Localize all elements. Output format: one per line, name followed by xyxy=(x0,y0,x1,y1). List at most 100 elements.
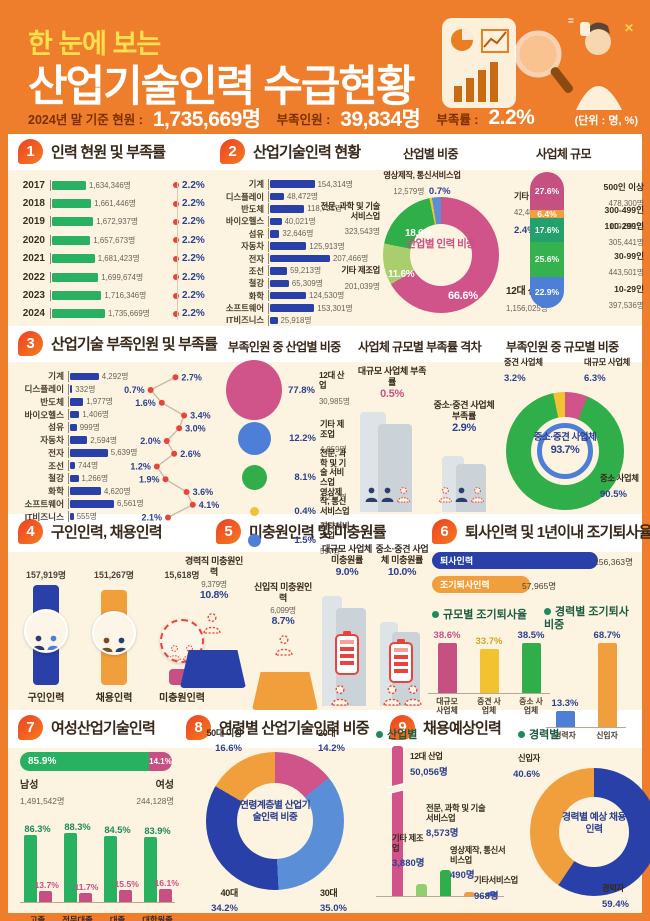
size-segment: 22.9% xyxy=(530,276,564,308)
female-pct: 13.7% xyxy=(34,880,59,891)
female-value: 244,128명 xyxy=(136,796,174,806)
edu-label: 대졸 xyxy=(109,915,126,921)
group-bar-col: 38.6% xyxy=(434,630,460,693)
bar-zone xyxy=(92,581,136,685)
segment-name: 10-29인 xyxy=(614,283,644,294)
female-share-bar: 14.1% xyxy=(149,752,172,771)
male-share-bar: 85.9% xyxy=(20,752,157,771)
size-segment: 27.6% xyxy=(530,172,564,210)
headcount-bar xyxy=(52,291,102,301)
section-title: 구인인력, 채용인력 xyxy=(51,524,163,541)
subchart-title: 부족인원 중 규모별 비중 xyxy=(506,340,619,354)
person-icon xyxy=(100,637,113,652)
donut-hole xyxy=(559,797,629,867)
person-icon xyxy=(381,487,394,502)
podium-name: 경력직 미충원인력 xyxy=(184,556,244,577)
bar-pct: 38.6% xyxy=(433,630,461,641)
podium-pct: 10.8% xyxy=(199,589,229,602)
rate-dot xyxy=(172,374,179,381)
bar-track: 25,918명 xyxy=(268,314,372,326)
rate-label: 1.9% xyxy=(139,474,160,484)
value-label: 2,594명 xyxy=(90,435,118,445)
female-wrap: 11.7% xyxy=(75,882,98,902)
age-share-chart: 50대 이상 16.6% 20대 14.2% 연령계층별 산업기술인력 비중 4… xyxy=(180,726,372,915)
industry-label: 화학 xyxy=(248,290,264,301)
svg-text:=: = xyxy=(568,16,574,27)
year-label: 2024 xyxy=(22,308,45,320)
bar-value: 3,880명 xyxy=(392,858,425,870)
bubble-label: 12대 산업 30,985명 xyxy=(319,371,350,408)
shortage-row: 철강 1,266명 xyxy=(12,472,224,485)
value-label: 1,657,673명 xyxy=(93,235,136,245)
hire-bar-label: 채용인력 xyxy=(95,693,133,704)
industry-bar xyxy=(270,304,315,312)
segment-pct: 17.6% xyxy=(534,225,560,236)
shortage-bar xyxy=(70,423,77,432)
male-pct: 86.3% xyxy=(24,823,51,834)
bubble xyxy=(249,506,259,516)
inner-ring xyxy=(537,423,593,479)
bar-label: 대규모 사업체 xyxy=(436,697,458,716)
bubble-row: 12.2% 기타 제조업 4,859명 xyxy=(226,419,350,457)
person-icon xyxy=(382,684,423,706)
slice-name: 영상제작, 통신서비스업 xyxy=(383,170,461,180)
header-eyebrow: 한 눈에 보는 xyxy=(28,29,161,59)
person-illustration-icon: ✕ = xyxy=(568,16,634,110)
slice-pct: 40.6% xyxy=(513,768,540,780)
value-label: 1,735,669명 xyxy=(108,309,150,319)
rate-label: 4.1% xyxy=(199,500,220,510)
industry-label: 소프트웨어 xyxy=(24,498,64,509)
early-turnover-bar: 조기퇴사인력 xyxy=(432,576,530,593)
bubble-pct: 8.1% xyxy=(294,471,316,483)
slice-label: 중소 사업체 90.5% xyxy=(600,473,644,502)
rate-dot xyxy=(173,200,179,207)
podium-value: 6,099명 xyxy=(270,605,296,615)
bar-value: 8,573명 xyxy=(426,828,459,840)
shortage-row: 자동차 2,594명 xyxy=(12,434,224,447)
value-label: 332명 xyxy=(75,384,96,394)
slice-pct: 35.0% xyxy=(320,903,347,915)
value-label: 15,618명 xyxy=(164,570,200,580)
shortage-bar xyxy=(70,436,88,444)
slice-pct: 34.2% xyxy=(211,903,238,915)
bubble-zone xyxy=(226,506,282,516)
bubble-name: 기타 제조업 xyxy=(320,419,345,439)
rate-label: 중소·중견 사업체 미충원률 10.0% xyxy=(374,544,430,578)
industry-row: 소프트웨어 153,301명 xyxy=(214,302,372,314)
rate-dot xyxy=(173,274,179,281)
group-bar xyxy=(437,643,457,693)
rate-cell: 2.2% xyxy=(173,253,220,264)
slice-value: 1,156,025명 xyxy=(506,303,548,313)
segment-label: 300-499인 110,891명 xyxy=(574,204,644,234)
bar-value: 968명 xyxy=(474,890,499,902)
slice-name: 40대 xyxy=(220,888,239,898)
unit-note: (단위 : 명, %) xyxy=(574,115,638,127)
male-pct: 83.9% xyxy=(144,825,171,836)
rate-label: 1.6% xyxy=(135,398,156,408)
value-label: 65,309명 xyxy=(291,278,323,288)
shortage-by-industry-chart: 기계 4,292명 디스플레이 332명 반도체 1,977명 바이오헬스 1,406명 섬유 9… xyxy=(12,370,224,526)
female-bar xyxy=(158,889,172,902)
edu-col: 83.9% 16.1% xyxy=(142,825,179,902)
industry-bar xyxy=(270,180,315,188)
male-bar xyxy=(103,836,117,902)
value-label: 1,672,937명 xyxy=(96,217,139,227)
bar-name: 전문, 과학 및 기술 서비스업 xyxy=(426,803,486,823)
value-label: 157,919명 xyxy=(26,570,66,580)
stat-label: 2024년 말 기준 현원 : xyxy=(28,112,143,127)
industry-label: 철강 xyxy=(248,278,264,289)
industry-row: IT비즈니스 25,918명 xyxy=(214,314,372,326)
company-size-chart: 27.6% 6.4% 17.6% 25.6% 22.9% 500인 이상 478,300명… xyxy=(508,172,644,326)
donut-center-label: 경력별 예상 채용 인력 xyxy=(561,812,627,836)
rate-cell: 2.2% xyxy=(173,235,220,246)
rate-cell: 2.2% xyxy=(173,308,220,319)
sme-people xyxy=(438,486,485,503)
bar-label: 퇴사인력 xyxy=(440,556,474,566)
bar-track: 555명 xyxy=(68,511,166,523)
expected-bar xyxy=(392,746,403,896)
battery-icon xyxy=(335,631,359,675)
group-title: 경력별 조기퇴사 비중 xyxy=(544,606,640,632)
page-title: 산업기술인력 수급현황 xyxy=(28,63,416,111)
shortage-row: 조선 744명 xyxy=(12,459,224,472)
female-wrap: 16.1% xyxy=(155,878,179,902)
